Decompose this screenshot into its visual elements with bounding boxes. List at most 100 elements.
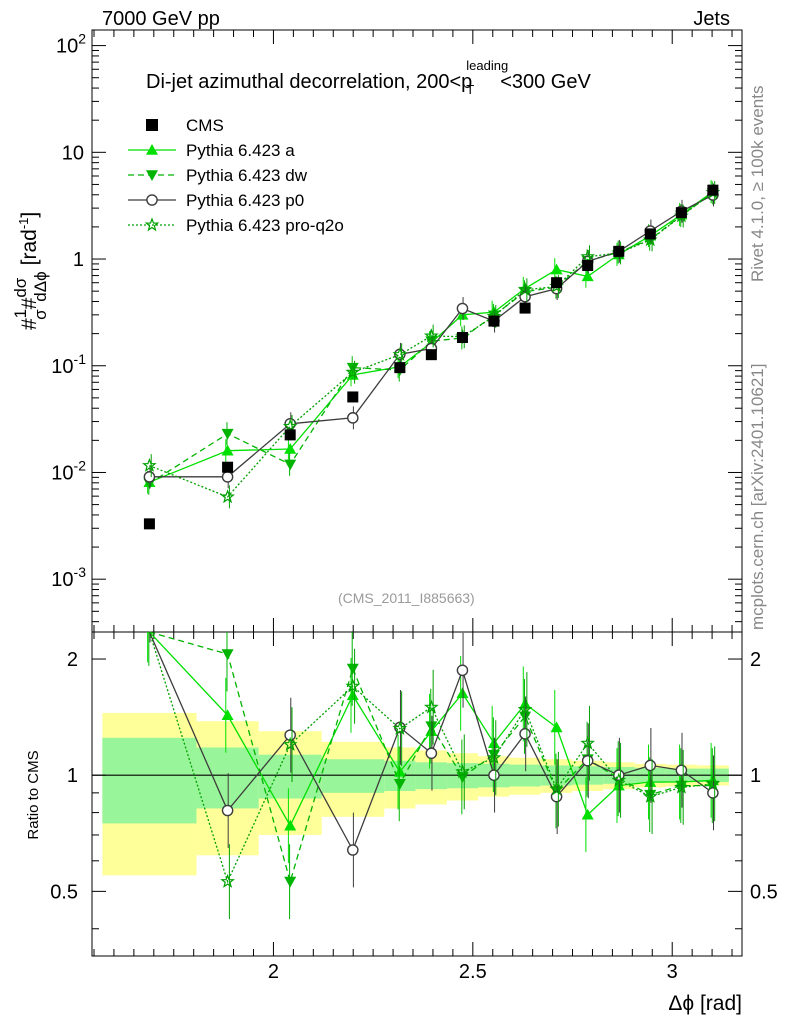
- series-point: [345, 364, 361, 379]
- series-point: [346, 362, 359, 374]
- x-tick-label: 3: [667, 961, 678, 983]
- cms-point: [707, 184, 719, 196]
- series-point: [581, 270, 594, 282]
- ratio-point: [346, 689, 359, 701]
- cms-point: [582, 259, 594, 271]
- legend-marker: [146, 119, 158, 131]
- legend-label-proq2o: Pythia 6.423 pro-q2o: [186, 216, 344, 235]
- data-series: [142, 180, 721, 919]
- legend-marker: [146, 194, 158, 206]
- series-point: [221, 444, 234, 456]
- ratio-point: [674, 779, 689, 794]
- cms-point: [347, 391, 359, 403]
- ratio-point: [346, 663, 359, 675]
- analysis-id: (CMS_2011_I885663): [338, 590, 475, 606]
- series-point: [221, 471, 234, 483]
- legend-marker: [144, 217, 160, 232]
- ratio-tick-label-right: 2: [750, 649, 761, 671]
- ratio-tick-label-right: 1: [750, 765, 761, 787]
- ratio-point: [284, 876, 297, 888]
- ratio-point: [425, 747, 438, 760]
- ratio-axis-label: Ratio to CMS: [25, 750, 42, 839]
- cms-point: [488, 315, 500, 327]
- ratio-point: [220, 873, 235, 888]
- legend-marker: [146, 170, 158, 181]
- series-cms: [143, 184, 719, 530]
- ratio-point: [425, 721, 438, 733]
- cms-point: [284, 429, 296, 441]
- ratio-panel-frame: [91, 631, 743, 957]
- cms-point: [425, 349, 437, 361]
- series-point: [550, 263, 563, 275]
- ratio-point: [707, 787, 719, 799]
- x-axis-label: Δϕ [rad]: [668, 992, 742, 1015]
- ratio-point: [675, 780, 688, 792]
- cms-point: [519, 302, 531, 314]
- cms-point: [456, 331, 468, 343]
- ratio-point: [393, 765, 406, 777]
- ratio-tick-label-right: 0.5: [750, 881, 778, 903]
- ratio-point: [644, 759, 657, 772]
- band-inner-bin: [196, 747, 259, 809]
- x-tick-label: 2.5: [459, 961, 487, 983]
- legend-label-p0: Pythia 6.423 p0: [186, 191, 304, 210]
- ratio-point: [644, 776, 657, 787]
- ratio-line: [148, 631, 713, 884]
- y-tick-label: 10-3: [51, 564, 86, 591]
- cms-point: [222, 461, 234, 473]
- cms-point: [143, 518, 155, 530]
- cms-point: [551, 277, 563, 289]
- ratio-point: [221, 804, 234, 817]
- ratio-point: [282, 736, 298, 751]
- ratio-point: [550, 721, 563, 733]
- ratio-point: [423, 699, 439, 714]
- ratio-point: [519, 728, 531, 740]
- series-point: [346, 412, 359, 424]
- legend-label-cms: CMS: [186, 116, 224, 135]
- ratio-point: [487, 737, 500, 749]
- y-tick-label: 1: [73, 249, 84, 271]
- chart-title: Di-jet azimuthal decorrelation, 200<pTle…: [146, 58, 591, 97]
- band-inner-bin: [102, 737, 197, 824]
- ratio-point: [642, 788, 658, 803]
- ratio-point: [705, 776, 721, 790]
- ratio-point: [517, 701, 533, 716]
- series-point: [221, 428, 234, 440]
- series-point: [282, 418, 298, 433]
- ratio-point: [549, 781, 564, 796]
- ratio-point: [488, 769, 500, 781]
- ratio-point: [644, 789, 657, 801]
- ratio-point: [345, 678, 361, 693]
- axes-frame: [91, 29, 743, 957]
- ratio-point: [346, 844, 359, 856]
- y-tick-label: 10-2: [51, 457, 86, 484]
- legend-label-a: Pythia 6.423 a: [186, 141, 295, 160]
- tick-labels: 2 2.5 3 10-3 10-2 10-1 1 10 102 0.5 0.5 1 1 2 2: [50, 31, 778, 983]
- ratio-point: [675, 764, 688, 777]
- ratio-point: [486, 749, 502, 765]
- series-point: [580, 249, 595, 263]
- ratio-point: [612, 779, 625, 791]
- cms-point: [394, 362, 406, 374]
- ratio-tick-label: 2: [67, 649, 78, 671]
- y-tick-label: 10-1: [51, 351, 86, 378]
- ratio-point: [392, 720, 408, 735]
- cms-uncertainty-band: [102, 712, 729, 876]
- ratio-point: [393, 778, 406, 790]
- ratio-point: [455, 764, 470, 779]
- y-axis-label: #1σ#dσdΔϕ[rad-1]: [11, 212, 50, 330]
- series-line: [149, 192, 714, 484]
- ratio-point: [487, 749, 500, 761]
- band-inner-bin: [321, 759, 385, 793]
- series-point: [423, 328, 439, 343]
- ratio-point: [581, 754, 594, 767]
- series-point: [220, 489, 235, 504]
- ratio-point: [284, 819, 297, 831]
- ratio-point: [456, 664, 469, 677]
- ratio-point: [221, 649, 234, 661]
- series-point: [392, 346, 408, 361]
- ratio-point: [456, 687, 469, 699]
- y-tick-label: 102: [56, 31, 86, 58]
- ratio-tick-label: 1: [67, 765, 78, 787]
- series-point: [143, 471, 156, 483]
